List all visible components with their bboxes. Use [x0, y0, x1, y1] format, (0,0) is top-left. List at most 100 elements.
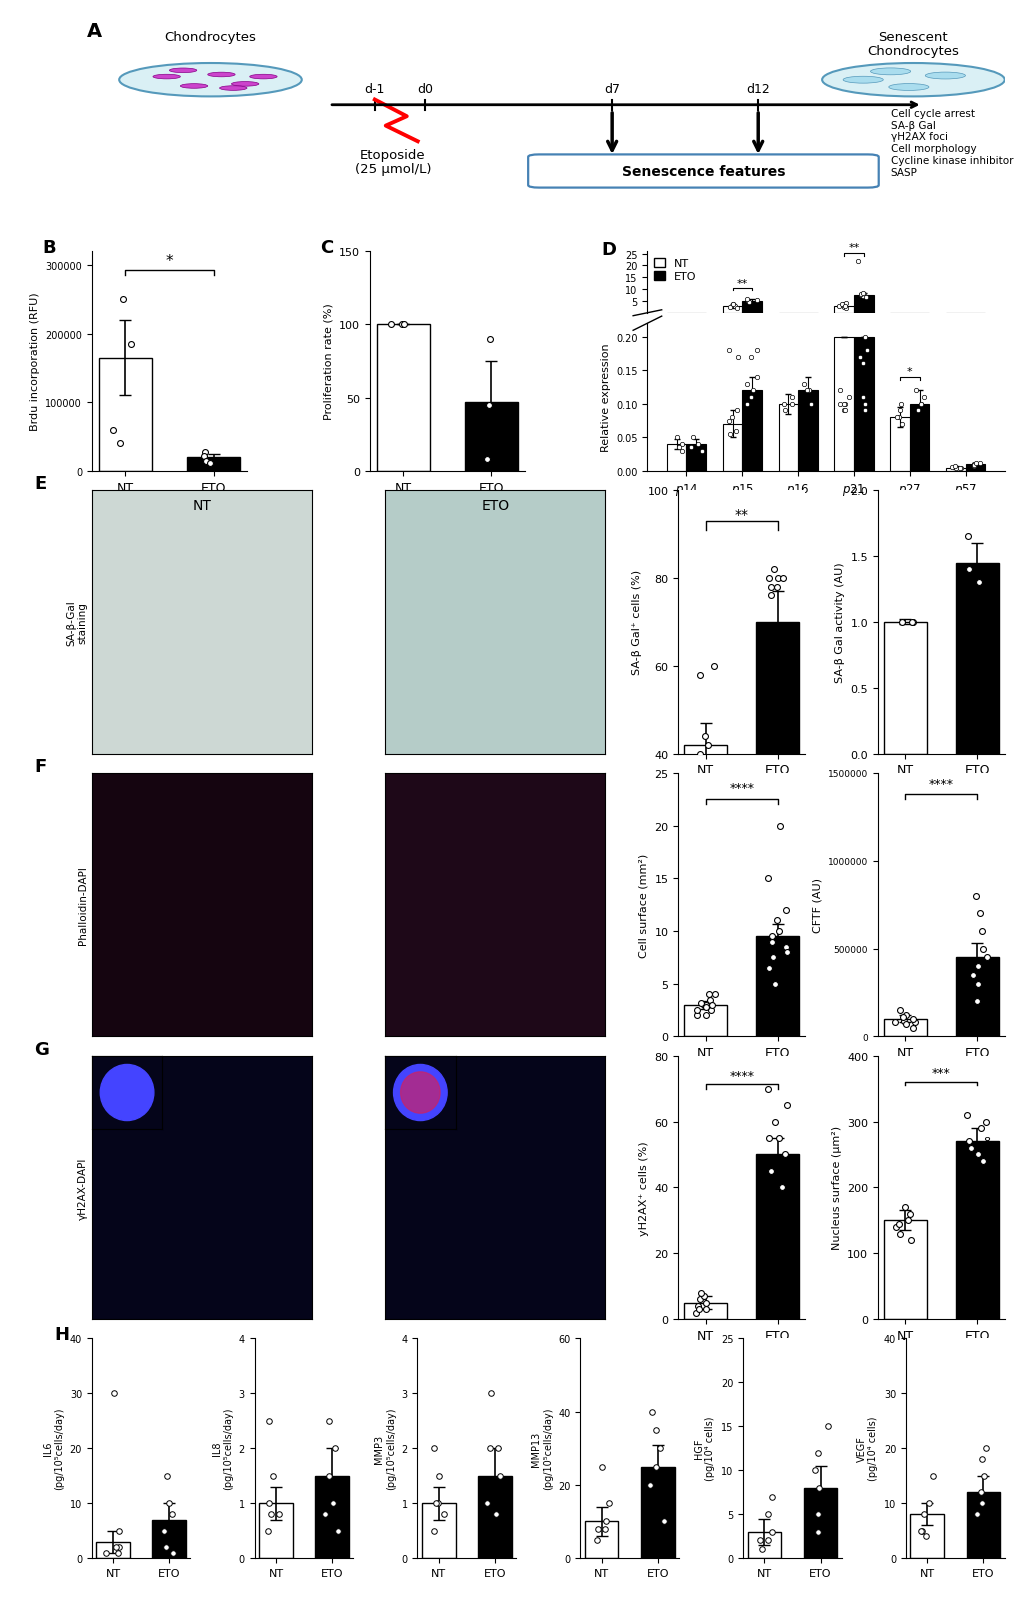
Point [479, 1490, 495, 1516]
Point [651, 1435, 667, 1461]
Point [889, 404, 905, 430]
Bar [584, 1521, 618, 1558]
Point [325, 1490, 341, 1516]
Bar [803, 1488, 837, 1558]
Ellipse shape [250, 75, 277, 80]
Point [264, 1462, 280, 1488]
Point [110, 1540, 126, 1566]
Point [975, 1462, 991, 1488]
Point [830, 391, 847, 417]
Bar [755, 1154, 799, 1319]
Point [738, 372, 754, 398]
Point [682, 435, 698, 461]
Text: Senescent: Senescent [877, 31, 948, 44]
Y-axis label: MMP3
(pg/10⁵cells/day): MMP3 (pg/10⁵cells/day) [374, 1407, 395, 1490]
Point [491, 1462, 507, 1488]
Point [260, 1518, 276, 1543]
Point [913, 1518, 929, 1543]
Text: d-1: d-1 [364, 83, 384, 96]
Point [952, 456, 968, 482]
Bar [853, 295, 872, 313]
Text: **: ** [848, 243, 859, 253]
Y-axis label: Relative expression: Relative expression [600, 344, 610, 453]
Point [697, 995, 713, 1021]
Point [329, 1518, 345, 1543]
Point [836, 398, 852, 424]
Point [748, 287, 764, 313]
Point [759, 865, 775, 891]
Point [701, 987, 717, 1013]
Point [700, 982, 716, 1008]
Point [973, 936, 989, 962]
Text: F: F [35, 758, 47, 776]
Text: ***: *** [931, 1066, 950, 1079]
Text: γH2AX foci: γH2AX foci [890, 133, 947, 143]
Text: Cell cycle arrest: Cell cycle arrest [890, 109, 973, 118]
Bar [686, 445, 705, 472]
Point [706, 982, 722, 1008]
Point [971, 901, 987, 927]
Point [693, 438, 709, 464]
Point [967, 883, 983, 909]
Bar [684, 745, 727, 930]
Bar [478, 1475, 512, 1558]
Y-axis label: CFTF (AU): CFTF (AU) [812, 878, 821, 933]
Point [105, 417, 121, 443]
Bar [910, 1514, 944, 1558]
Point [770, 1125, 787, 1151]
Point [699, 732, 715, 758]
Point [760, 565, 776, 591]
Point [852, 282, 868, 308]
Bar [96, 1542, 129, 1558]
Y-axis label: Cell surface (mm²): Cell surface (mm²) [638, 854, 648, 958]
Bar [99, 359, 152, 472]
Point [832, 378, 848, 404]
Point [962, 1134, 978, 1160]
Point [763, 928, 780, 954]
Point [891, 1211, 907, 1237]
Point [705, 654, 721, 680]
Point [481, 326, 497, 352]
Bar [722, 307, 742, 313]
Point [748, 338, 764, 364]
Point [722, 404, 739, 430]
Point [924, 1462, 941, 1488]
Point [320, 1407, 336, 1433]
Point [198, 448, 214, 474]
Point [902, 1227, 918, 1253]
Bar [152, 1519, 185, 1558]
Point [837, 294, 853, 320]
Ellipse shape [153, 75, 180, 80]
Ellipse shape [888, 84, 928, 91]
Bar [777, 404, 797, 472]
Point [917, 1522, 933, 1548]
Bar [965, 464, 984, 472]
Point [833, 292, 849, 318]
Point [960, 557, 976, 583]
Point [691, 662, 707, 688]
Point [854, 281, 870, 307]
Bar [640, 1467, 674, 1558]
Point [393, 312, 410, 338]
Ellipse shape [924, 73, 965, 80]
Point [122, 331, 139, 357]
Point [772, 1175, 789, 1201]
Y-axis label: Brdu incorporation (RFU): Brdu incorporation (RFU) [30, 292, 40, 432]
Point [903, 610, 919, 636]
Point [108, 1534, 124, 1560]
Point [481, 393, 497, 419]
Text: Chondrocytes: Chondrocytes [164, 31, 256, 44]
Point [856, 325, 872, 351]
Point [703, 992, 719, 1018]
Point [111, 1534, 127, 1560]
Text: Cell morphology: Cell morphology [890, 144, 975, 154]
Point [857, 286, 873, 312]
Point [904, 1006, 920, 1032]
Point [919, 1490, 935, 1516]
Point [763, 1483, 780, 1509]
Point [836, 391, 852, 417]
Point [764, 945, 781, 971]
Point [430, 1462, 446, 1488]
Legend: NT, ETO: NT, ETO [652, 258, 697, 282]
Point [483, 1381, 499, 1407]
